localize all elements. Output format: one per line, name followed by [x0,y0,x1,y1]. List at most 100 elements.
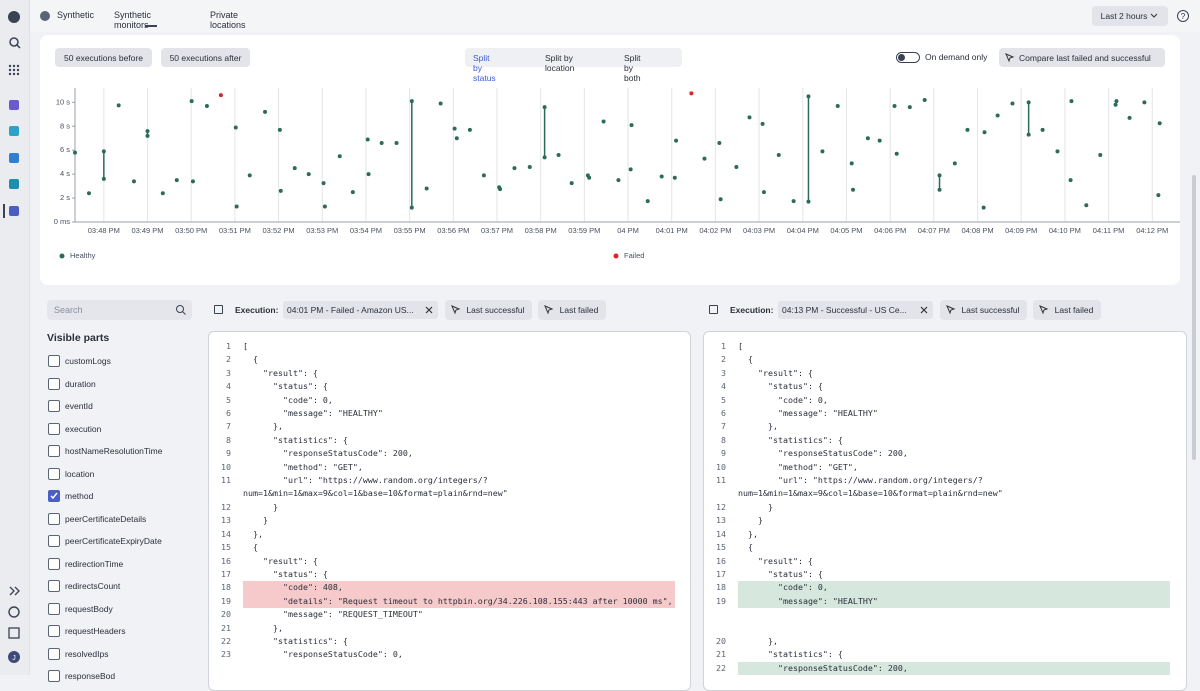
split-option[interactable]: Split by status [473,53,496,83]
app-icon[interactable] [9,100,19,110]
logo[interactable] [8,11,20,23]
code-line: 14 }, [704,528,1186,541]
clear-button[interactable] [422,303,436,317]
checkbox[interactable] [48,422,60,435]
data-point [1055,149,1060,154]
code-lines: 1[2 {3 "result": {4 "status": {5 "code":… [209,340,690,662]
legend-marker [59,253,65,259]
help-icon[interactable] [8,606,20,618]
help-button[interactable]: ? [1177,10,1189,22]
after-button[interactable]: 50 executions after [161,48,250,67]
data-point [1040,127,1045,132]
data-point [645,199,650,204]
checkbox[interactable] [48,490,60,502]
checkbox[interactable] [48,625,60,637]
checkbox[interactable] [48,355,60,367]
x-tick-label: 03:50 PM [175,226,207,235]
data-point [278,188,283,193]
code-line: 20 "message": "REQUEST_TIMEOUT" [209,608,690,621]
pane-icon[interactable] [214,305,223,314]
data-point [438,101,443,106]
code-line: 16 "result": { [704,555,1186,568]
search-icon[interactable] [9,37,19,47]
line-text: } [738,515,763,526]
pane-icon[interactable] [709,305,718,314]
checkbox[interactable] [48,535,60,547]
cursor-shape [946,305,956,315]
app-icon[interactable] [9,206,19,216]
code-box: 1[2 {3 "result": {4 "status": {5 "code":… [208,331,691,691]
line-text: "statistics": { [738,434,843,445]
code-lines: 1[2 {3 "result": {4 "status": {5 "code":… [704,340,1186,676]
tab[interactable]: Synthetic monitors [114,10,152,30]
tab[interactable]: Private locations [210,10,246,30]
line-text: "status": { [243,568,328,579]
checkbox[interactable] [48,647,60,660]
checkbox[interactable] [48,400,60,412]
history-button[interactable]: Last failed [1033,300,1101,320]
checkbox[interactable] [48,557,60,570]
tab[interactable]: Synthetic [57,10,95,20]
line-text: "statistics": { [243,434,348,445]
y-tick-label: 8 s [60,121,70,130]
execution-label: Execution: [730,305,774,315]
checkbox[interactable] [48,580,60,592]
line-text: "responseStatusCode": 200, [738,448,908,459]
code-line: 9 "responseStatusCode": 200, [704,447,1186,460]
line-text: "method": "GET", [738,461,858,472]
x-tick-label: 04:05 PM [830,226,862,235]
line-text: "message": "HEALTHY" [738,408,878,419]
split-option[interactable]: Split by both [624,53,641,83]
user-avatar[interactable] [8,651,20,663]
execution-select[interactable]: 04:13 PM - Successful - US Ce... [778,301,933,319]
x-tick-label: 04:01 PM [656,226,688,235]
apps-icon[interactable] [8,64,20,76]
code-line: 1[ [209,340,690,353]
search-input[interactable]: Search [47,300,192,320]
app-icon[interactable] [9,179,19,189]
checkbox[interactable] [48,512,60,525]
before-button[interactable]: 50 executions before [55,48,152,67]
app-icon[interactable] [9,126,19,136]
line-number: 1 [721,341,726,351]
data-point [556,153,561,157]
history-button[interactable]: Last successful [445,300,532,320]
timeframe-select[interactable]: Last 2 hours [1092,6,1168,26]
checkbox[interactable] [48,445,60,457]
clear-button[interactable] [917,303,931,317]
checkbox[interactable] [48,467,60,480]
check-mark [50,492,58,500]
line-text: "result": { [243,367,318,378]
x-tick-label: 04:09 PM [1005,226,1037,235]
app-icon[interactable] [9,153,19,163]
line-text: "responseStatusCode": 200, [738,661,1170,676]
toggle[interactable] [896,52,920,63]
split-option[interactable]: Split by location [545,53,575,73]
x-tick-label: 03:56 PM [437,226,469,235]
expand-icon[interactable] [9,586,20,596]
line-text: "status": { [738,568,823,579]
data-point [981,205,986,210]
data-point [409,205,414,210]
data-point [1156,193,1161,198]
data-point [145,129,150,134]
line-number: 21 [716,649,726,660]
checkbox[interactable] [48,602,60,615]
checkbox[interactable] [48,377,60,390]
line-number: 9 [226,448,231,459]
checkbox[interactable] [48,670,60,682]
code-line: 19 "message": "HEALTHY" [704,594,1186,609]
history-button[interactable]: Last failed [538,300,606,320]
line-text: { [738,354,753,365]
data-point [292,166,297,171]
history-button[interactable]: Last successful [940,300,1027,320]
data-point [247,173,252,178]
execution-select[interactable]: 04:01 PM - Failed - Amazon US... [283,301,438,319]
data-point [306,172,311,177]
execution-label: Execution: [235,305,279,315]
reports-icon[interactable] [8,627,20,639]
data-point [877,138,882,143]
data-point [865,136,870,141]
compare-button[interactable]: Compare last failed and successful [999,48,1165,67]
line-number: 4 [721,381,726,392]
